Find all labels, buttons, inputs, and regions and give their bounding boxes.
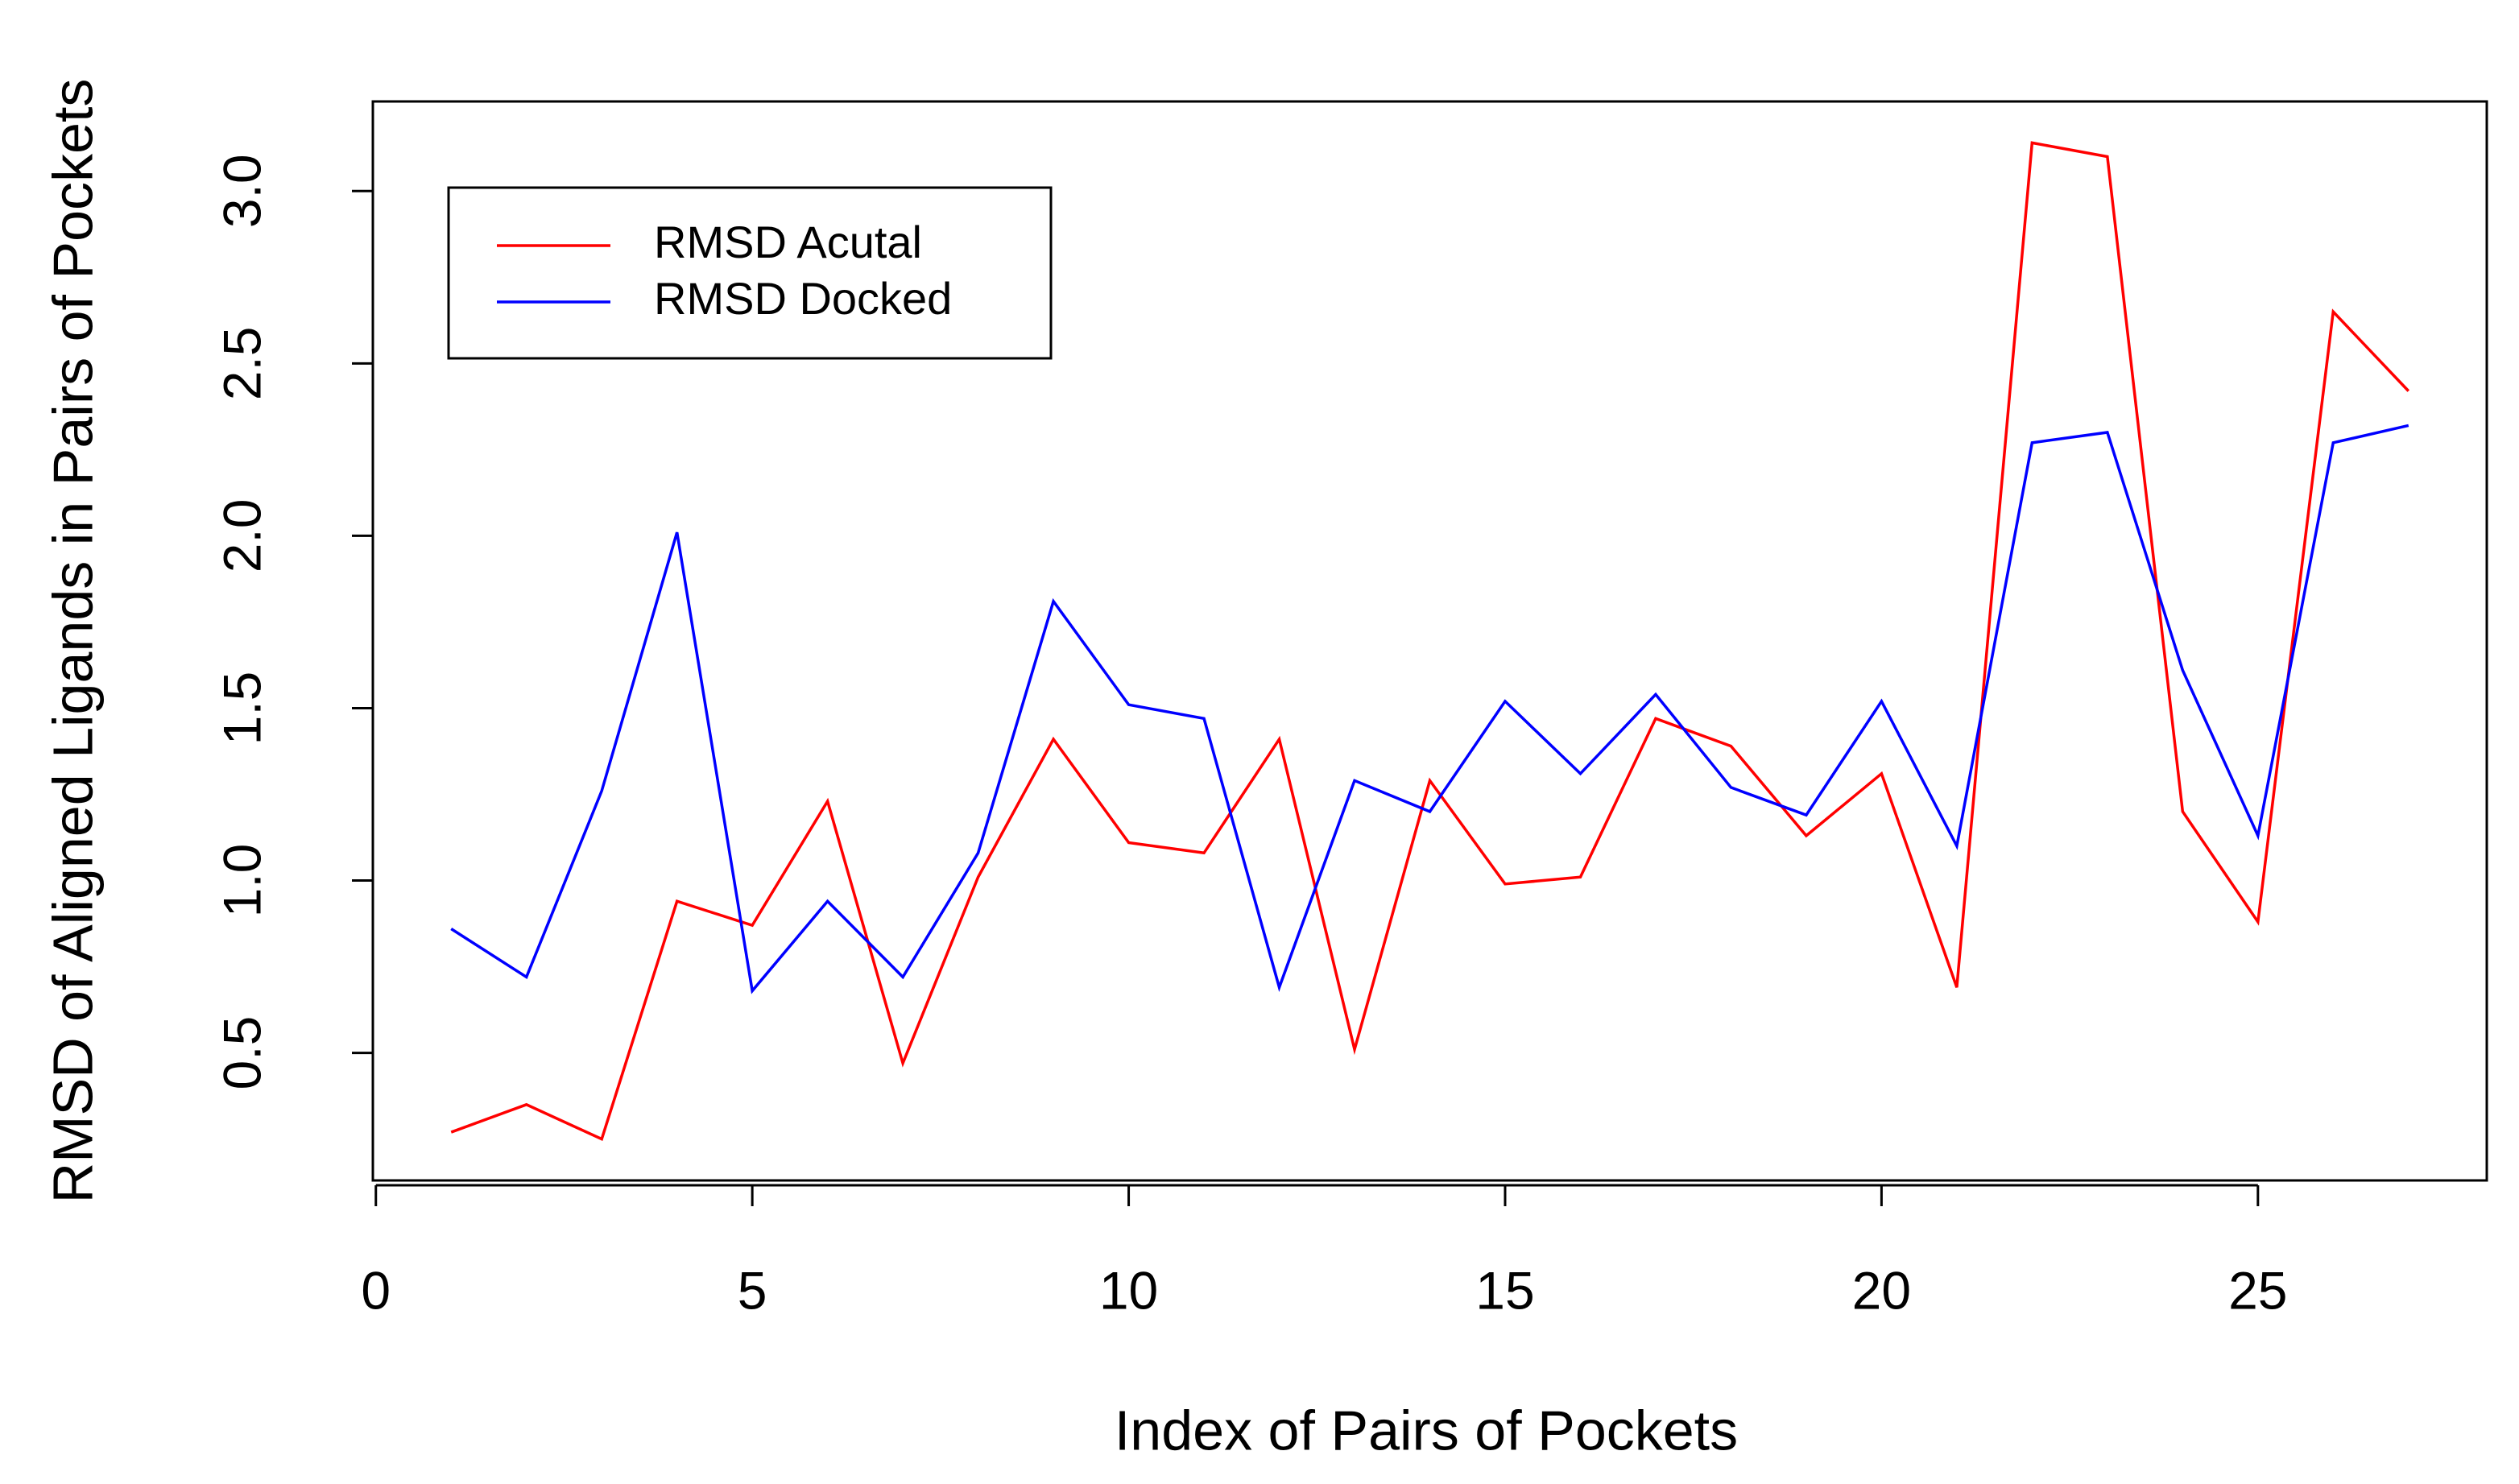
x-axis-title: Index of Pairs of Pockets: [1115, 1399, 1738, 1461]
legend-label: RMSD Acutal: [654, 217, 922, 267]
x-tick-label: 5: [738, 1260, 767, 1320]
data-line: [450, 141, 2410, 1142]
y-tick-label: 2.0: [212, 499, 271, 573]
y-tick-label: 3.0: [212, 154, 271, 228]
y-tick-label: 1.0: [212, 844, 271, 918]
legend-box: [447, 186, 1053, 360]
y-tick-label: 1.5: [212, 672, 271, 746]
x-tick-label: 25: [2228, 1260, 2287, 1320]
y-tick-label: 0.5: [212, 1016, 271, 1090]
data-line: [450, 424, 2409, 994]
plot-frame: [371, 100, 2488, 1182]
legend-label: RMSD Docked: [654, 273, 952, 324]
y-tick-label: 2.5: [212, 326, 271, 400]
x-tick-label: 20: [1852, 1260, 1911, 1320]
y-axis-title: RMSD of Aligned Ligands in Pairs of Pock…: [41, 79, 104, 1204]
x-tick-label: 10: [1099, 1260, 1158, 1320]
x-tick-label: 15: [1475, 1260, 1534, 1320]
x-tick-label: 0: [361, 1260, 391, 1320]
